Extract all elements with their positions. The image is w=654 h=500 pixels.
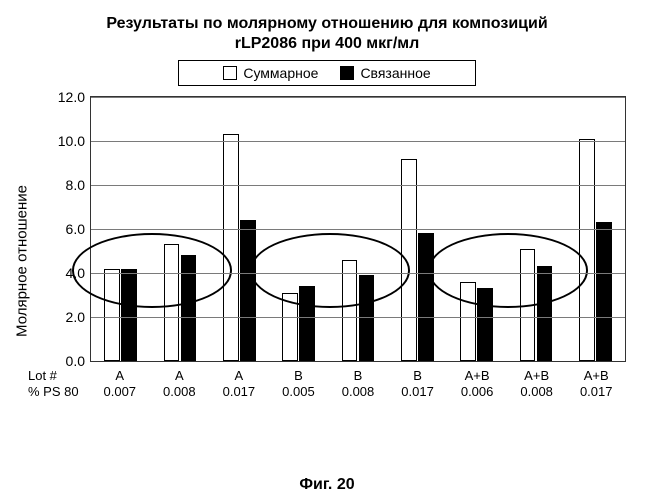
y-tick-label: 8.0: [66, 177, 85, 193]
figure-caption: Фиг. 20: [0, 476, 654, 494]
grid-line: [91, 229, 625, 230]
x-tick-label: B0.017: [401, 368, 434, 401]
y-tick-label: 12.0: [58, 89, 85, 105]
legend-swatch-bound-icon: [340, 66, 354, 80]
x-tick-label: B0.005: [282, 368, 315, 401]
grid-line: [91, 97, 625, 98]
row-head-lot: Lot #: [28, 368, 79, 384]
x-tick-label: A+B0.006: [461, 368, 494, 401]
x-tick-label: B0.008: [342, 368, 375, 401]
highlight-ellipse: [72, 233, 232, 307]
chart-title-line1: Результаты по молярному отношению для ко…: [0, 14, 654, 34]
legend-label-bound: Связанное: [360, 65, 430, 81]
y-axis-label: Молярное отношение: [14, 185, 31, 337]
y-tick-label: 6.0: [66, 221, 85, 237]
legend: Суммарное Связанное: [178, 60, 476, 86]
y-tick-label: 4.0: [66, 265, 85, 281]
grid-line: [91, 141, 625, 142]
chart-area: Молярное отношение 0.02.04.06.08.010.012…: [28, 96, 626, 426]
grid-line: [91, 317, 625, 318]
x-axis-labels: A0.007 A0.008 A0.017 B0.005 B0.008 B0.017 A+B0…: [90, 362, 626, 426]
legend-item-total: Суммарное: [223, 65, 318, 81]
legend-swatch-total-icon: [223, 66, 237, 80]
x-tick-label: A0.008: [163, 368, 196, 401]
legend-label-total: Суммарное: [243, 65, 318, 81]
legend-item-bound: Связанное: [340, 65, 430, 81]
grid-line: [91, 185, 625, 186]
row-head-ps80: % PS 80: [28, 384, 79, 400]
x-tick-label: A+B0.017: [580, 368, 613, 401]
highlight-ellipse: [428, 233, 588, 307]
y-tick-label: 10.0: [58, 133, 85, 149]
chart-title-line2: rLP2086 при 400 мкг/мл: [0, 34, 654, 54]
grid-line: [91, 273, 625, 274]
plot-area: 0.02.04.06.08.010.012.0: [90, 96, 626, 362]
x-axis-row-heads: Lot # % PS 80: [28, 368, 79, 401]
y-tick-label: 2.0: [66, 309, 85, 325]
highlight-ellipse: [250, 233, 410, 307]
x-tick-label: A+B0.008: [520, 368, 553, 401]
x-tick-label: A0.017: [223, 368, 256, 401]
y-tick-label: 0.0: [66, 353, 85, 369]
x-tick-label: A0.007: [103, 368, 136, 401]
